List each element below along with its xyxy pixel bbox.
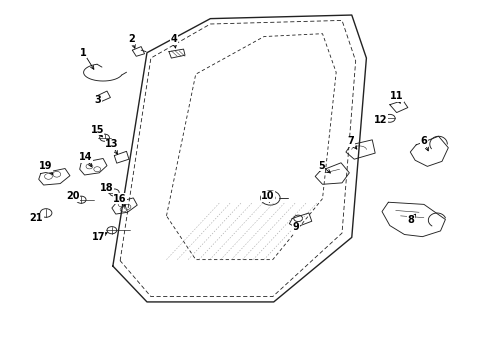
Text: 16: 16: [113, 194, 127, 204]
Text: 6: 6: [420, 136, 427, 146]
Text: 1: 1: [80, 48, 87, 58]
Text: 20: 20: [66, 191, 80, 201]
Text: 2: 2: [128, 34, 135, 44]
Text: 19: 19: [39, 161, 52, 171]
Text: 17: 17: [91, 232, 105, 242]
Text: 9: 9: [292, 222, 299, 232]
Text: 12: 12: [373, 115, 387, 125]
Text: 10: 10: [261, 191, 274, 201]
Text: 15: 15: [90, 125, 104, 135]
Text: 11: 11: [389, 91, 403, 102]
Text: 5: 5: [318, 161, 324, 171]
Text: 4: 4: [170, 34, 177, 44]
Text: 13: 13: [105, 139, 119, 149]
Text: 14: 14: [79, 152, 93, 162]
Text: 7: 7: [346, 136, 353, 146]
Text: 21: 21: [29, 213, 43, 223]
Text: 18: 18: [100, 183, 114, 193]
Text: 3: 3: [95, 95, 102, 105]
Text: 8: 8: [407, 215, 414, 225]
